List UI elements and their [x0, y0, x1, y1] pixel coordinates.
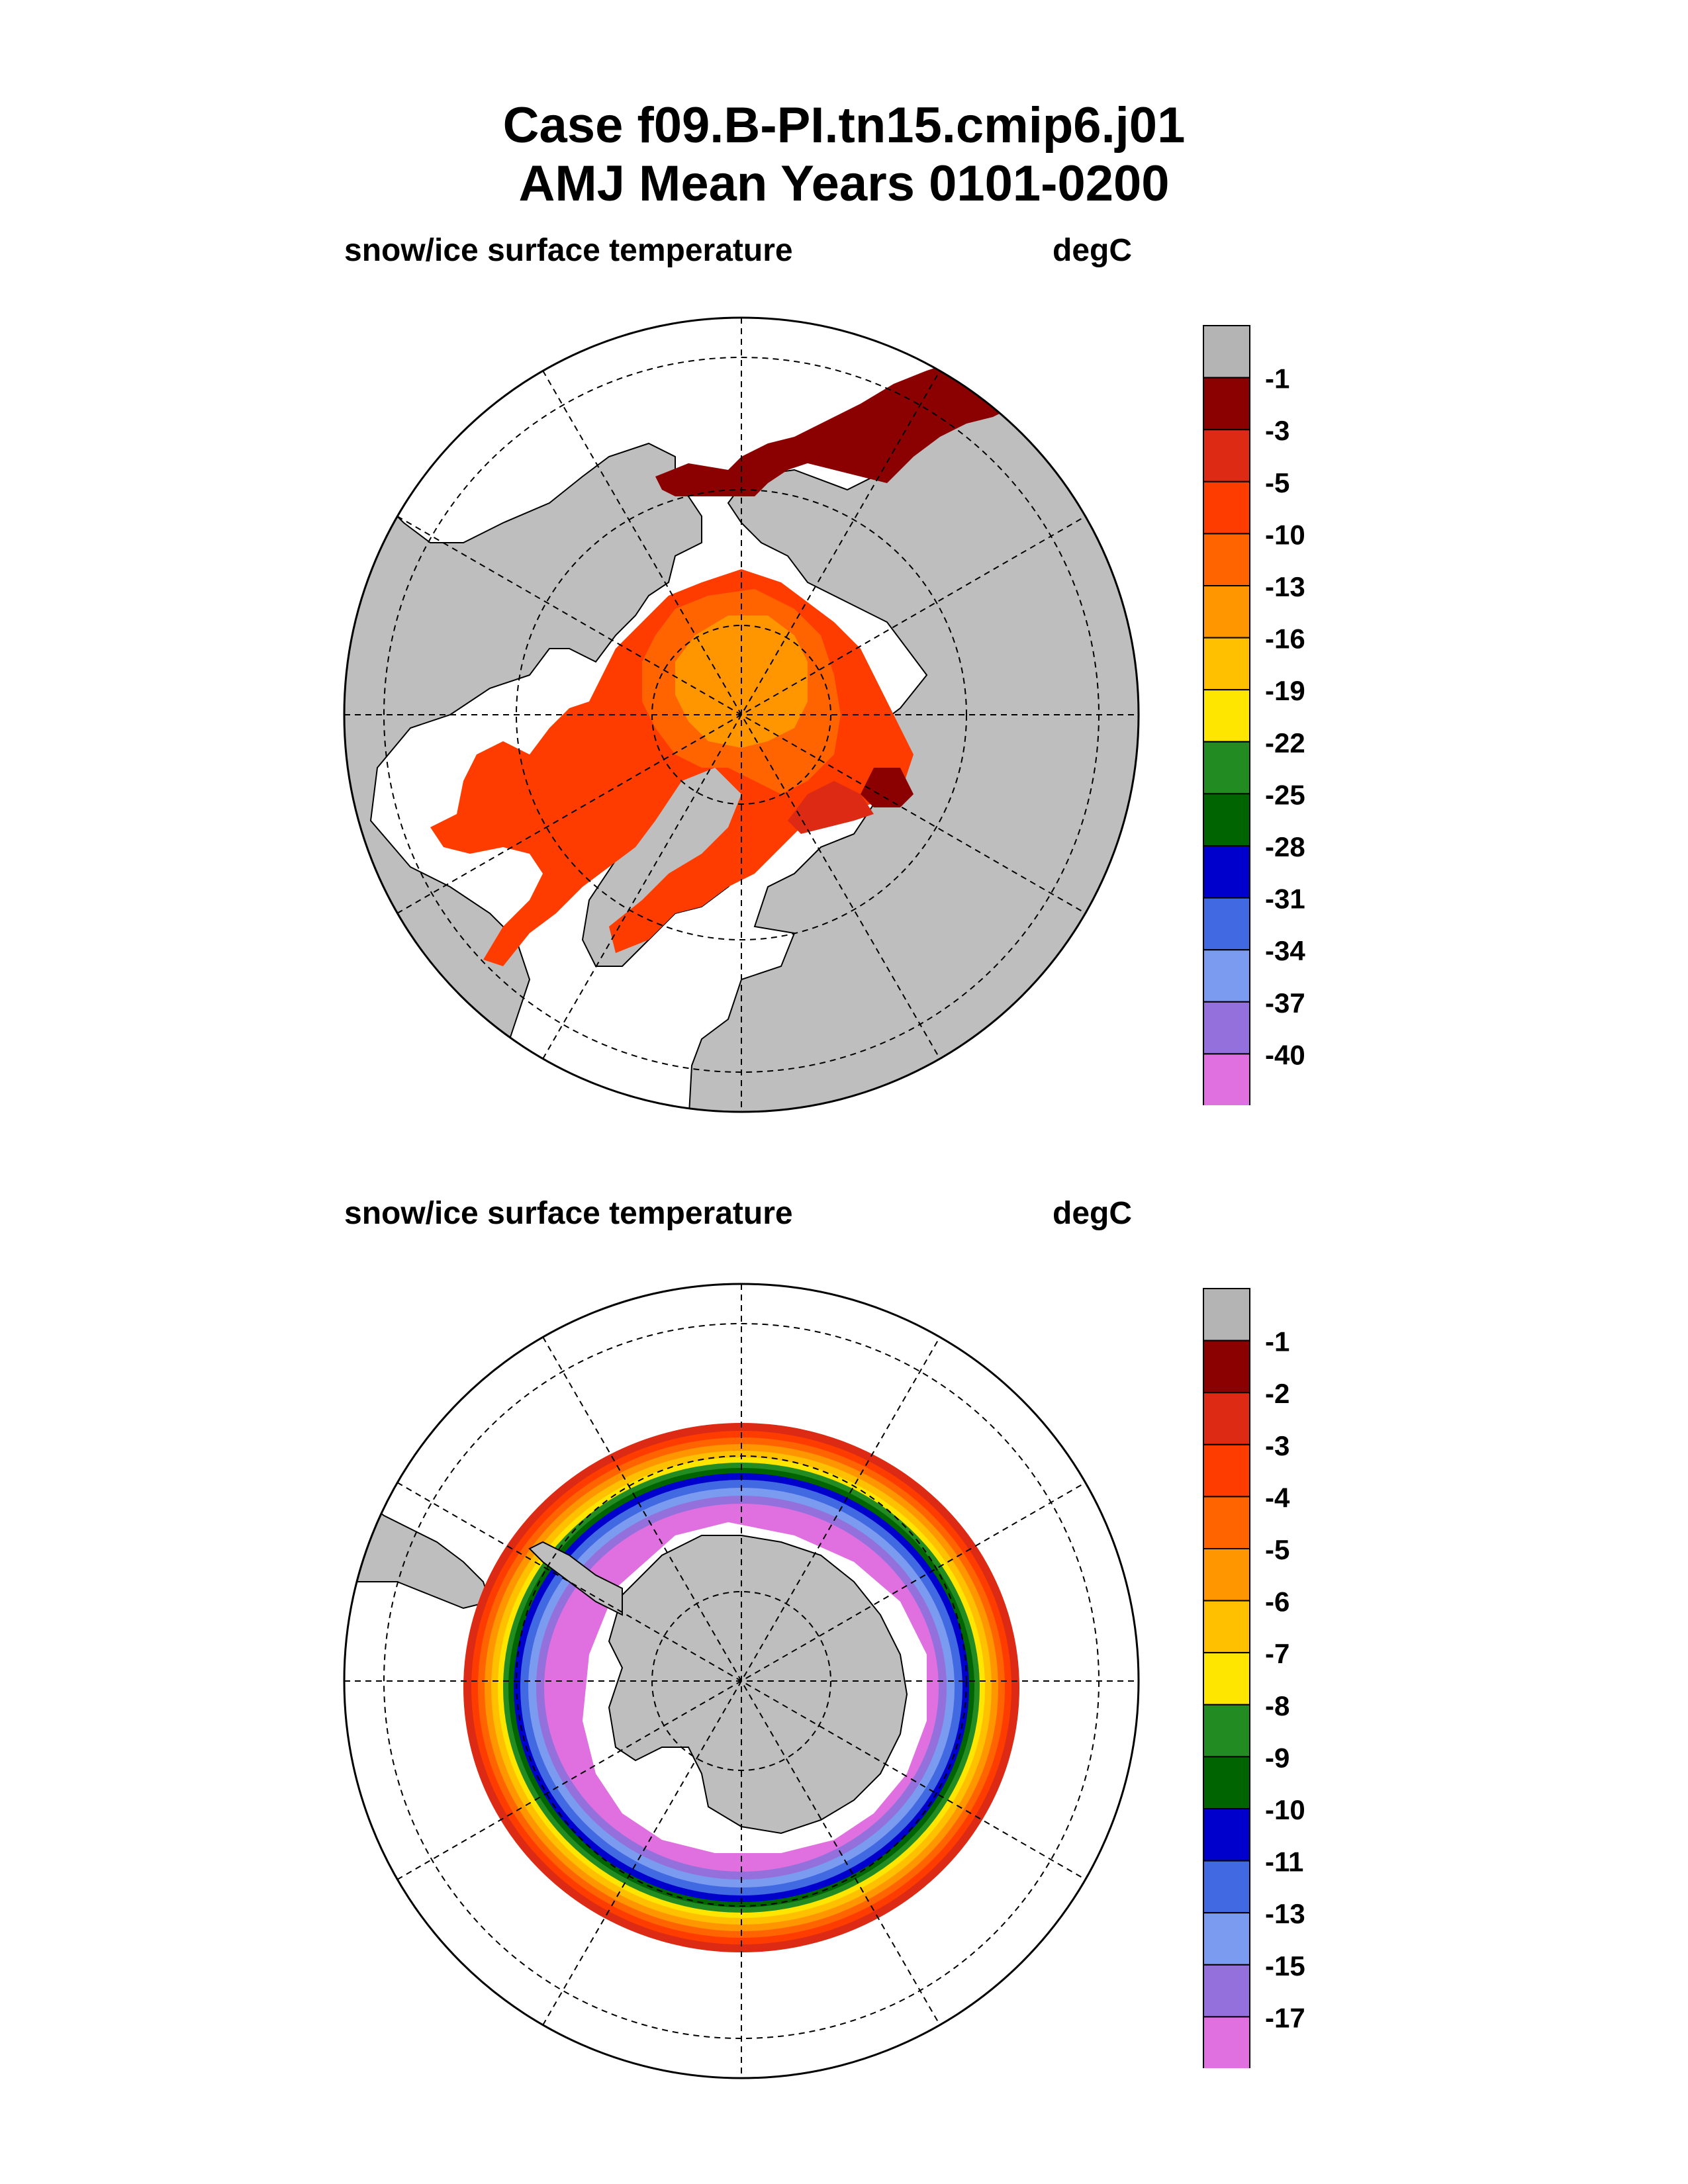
south-colorbar-label: -2 — [1265, 1378, 1289, 1409]
north-colorbar-box — [1203, 897, 1250, 951]
south-colorbar-label: -9 — [1265, 1742, 1289, 1773]
north-land-north-america — [344, 318, 702, 1112]
north-colorbar-box — [1203, 429, 1250, 482]
north-colorbar-label: -10 — [1265, 519, 1305, 550]
south-colorbar: -1 -2 -3 -4 -5 -6 -7 -8 -9 -10 -11 -13 -15 -17 — [1203, 1288, 1305, 2068]
south-colorbar-label: -6 — [1265, 1586, 1289, 1617]
north-colorbar-label: -34 — [1265, 935, 1305, 966]
north-colorbar-box — [1203, 637, 1250, 691]
south-colorbar-label: -11 — [1265, 1846, 1303, 1878]
south-colorbar-label: -10 — [1265, 1794, 1305, 1825]
south-colorbar-box — [1203, 1860, 1250, 1914]
north-colorbar-box — [1203, 480, 1250, 535]
north-colorbar-box — [1203, 325, 1250, 379]
south-colorbar-box — [1203, 1600, 1250, 1654]
north-colorbar-box — [1203, 585, 1250, 639]
south-colorbar-box — [1203, 1288, 1250, 1342]
north-colorbar-label: -16 — [1265, 623, 1305, 655]
north-colorbar-box — [1203, 793, 1250, 847]
north-colorbar-label: -22 — [1265, 727, 1305, 758]
south-colorbar-box — [1203, 1496, 1250, 1549]
north-colorbar-box — [1203, 949, 1250, 1003]
north-meridian-150 — [542, 370, 941, 1060]
south-colorbar-box — [1203, 1964, 1250, 2018]
south-colorbar-label: -13 — [1265, 1898, 1305, 1929]
north-colorbar-box — [1203, 1053, 1250, 1105]
south-meridian-150 — [542, 1336, 941, 2026]
south-units-label: degC — [1053, 1196, 1132, 1231]
south-colorbar-label: -1 — [1265, 1326, 1289, 1357]
south-colorbar-label: -15 — [1265, 1950, 1305, 1981]
south-map-border — [343, 1283, 1140, 2079]
north-sea-ice-warm-edge-east — [861, 768, 914, 807]
north-colorbar-label: -13 — [1265, 571, 1305, 602]
north-colorbar-label: -31 — [1265, 884, 1305, 915]
north-colorbar-label: -37 — [1265, 987, 1305, 1019]
north-units-label: degC — [1053, 233, 1132, 268]
south-colorbar-label: -3 — [1265, 1430, 1289, 1461]
south-colorbar-box — [1203, 1340, 1250, 1394]
north-sea-ice-barents — [788, 781, 874, 834]
north-colorbar-box — [1203, 533, 1250, 586]
south-colorbar-box — [1203, 1548, 1250, 1602]
north-colorbar-label: -19 — [1265, 675, 1305, 706]
south-colorbar-box — [1203, 1808, 1250, 1862]
north-map-border — [343, 316, 1140, 1113]
north-colorbar-label: -40 — [1265, 1039, 1305, 1070]
north-colorbar-box — [1203, 689, 1250, 743]
south-land-antarctica — [608, 1535, 908, 1835]
south-colorbar-label: -17 — [1265, 2002, 1305, 2033]
north-colorbar-label: -5 — [1265, 467, 1289, 498]
south-colorbar-label: -8 — [1265, 1690, 1289, 1721]
north-colorbar-label: -3 — [1265, 415, 1289, 446]
south-colorbar-label: -5 — [1265, 1534, 1289, 1565]
north-colorbar-label: -28 — [1265, 831, 1305, 862]
north-sea-ice-warm-edge — [655, 357, 1019, 496]
north-colorbar-box — [1203, 741, 1250, 795]
south-colorbar-box — [1203, 2016, 1250, 2068]
north-colorbar-label: -25 — [1265, 779, 1305, 810]
plot-title-line2: AMJ Mean Years 0101-0200 — [518, 156, 1170, 212]
south-colorbar-label: -7 — [1265, 1638, 1289, 1669]
plot-title-line1: Case f09.B-PI.tn15.cmip6.j01 — [502, 97, 1186, 154]
south-colorbar-box — [1203, 1912, 1250, 1966]
south-polar-map — [343, 1283, 1140, 2079]
south-colorbar-box — [1203, 1443, 1250, 1498]
north-colorbar-label: -1 — [1265, 363, 1289, 394]
north-colorbar-box — [1203, 377, 1250, 431]
south-colorbar-label: -4 — [1265, 1482, 1290, 1513]
south-colorbar-box — [1203, 1652, 1250, 1706]
north-variable-label: snow/ice surface temperature — [344, 233, 793, 268]
south-colorbar-box — [1203, 1704, 1250, 1758]
south-variable-label: snow/ice surface temperature — [344, 1196, 793, 1231]
south-land-antarctic-peninsula — [528, 1541, 623, 1616]
north-polar-map — [343, 316, 1140, 1113]
north-colorbar: -1 -3 -5 -10 -13 -16 -19 -22 -25 -28 -31 -34 -37 -40 — [1203, 325, 1305, 1105]
south-colorbar-box — [1203, 1392, 1250, 1445]
north-colorbar-box — [1203, 1001, 1250, 1055]
south-colorbar-box — [1203, 1756, 1250, 1810]
north-colorbar-box — [1203, 845, 1250, 899]
